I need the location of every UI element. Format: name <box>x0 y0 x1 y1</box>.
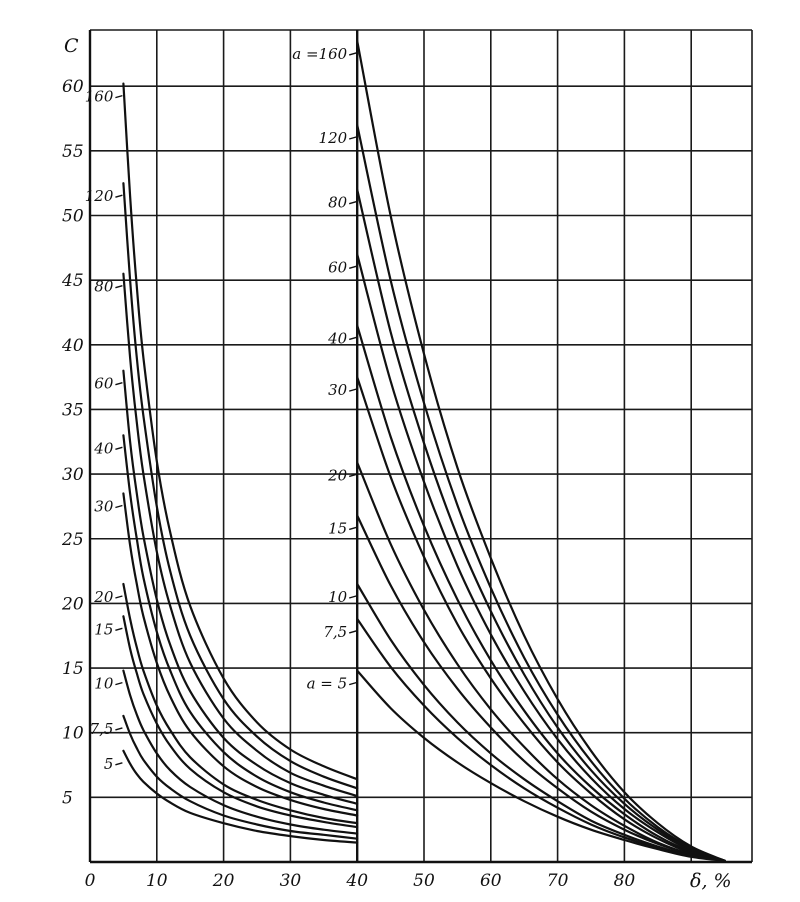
label-leader-line <box>349 630 357 634</box>
label-leader-line <box>115 595 123 599</box>
series-label: 7,5 <box>90 720 114 738</box>
curve-left-a-7,5 <box>122 714 359 840</box>
series-labels: 160 120 80 60 40 30 20 15 10 7,5 5 a =160 120 80 60 40 3… <box>85 45 357 773</box>
curve-left-a-80 <box>122 272 359 798</box>
label-leader-line <box>349 200 357 205</box>
series-label: a =160 <box>292 45 347 63</box>
curve-right-a-20 <box>356 461 726 862</box>
x-tick-label: 10 <box>146 871 168 891</box>
curve-left-a-10 <box>122 669 359 835</box>
y-tick-label: 5 <box>62 788 73 808</box>
curve-right-a-5 <box>356 669 726 862</box>
series-label: 15 <box>94 620 113 638</box>
label-leader-line <box>115 285 123 289</box>
tick-labels: 0 10 20 30 40 50 60 70 80 5 10 15 20 25 30 35 40 45 50 55 60 <box>61 77 635 891</box>
label-leader-line <box>349 473 357 478</box>
y-tick-label: 15 <box>62 659 84 679</box>
series-label: 5 <box>104 755 114 773</box>
label-leader-line <box>349 336 357 341</box>
curves <box>122 39 726 862</box>
label-leader-line <box>349 526 357 531</box>
x-tick-label: 80 <box>614 871 636 891</box>
label-leader-line <box>349 681 357 686</box>
curve-left-a-120 <box>122 182 359 790</box>
curve-left-a-30 <box>122 492 359 817</box>
y-tick-label: 35 <box>62 400 84 420</box>
x-tick-label: 60 <box>480 871 502 891</box>
x-tick-label: 70 <box>547 871 569 891</box>
curve-right-a-7,5 <box>356 617 726 862</box>
x-tick-label: 50 <box>413 871 435 891</box>
series-label: 20 <box>327 466 348 484</box>
series-label: 20 <box>93 588 114 606</box>
curve-right-a-120 <box>356 123 726 862</box>
label-leader-line <box>115 446 123 450</box>
label-leader-line <box>349 388 357 392</box>
y-tick-label: 50 <box>62 207 84 227</box>
y-tick-label: 40 <box>61 336 84 356</box>
x-axis-title: δ, % <box>690 870 732 892</box>
y-tick-label: 45 <box>61 271 84 291</box>
label-leader-line <box>115 94 123 99</box>
label-leader-line <box>349 52 357 56</box>
y-axis-title: C <box>64 35 79 57</box>
series-label: 30 <box>94 497 114 515</box>
label-leader-line <box>349 265 357 269</box>
curve-right-a-15 <box>356 514 726 862</box>
curve-left-a-160 <box>122 82 359 781</box>
series-label: 60 <box>328 258 348 276</box>
curve-left-a-60 <box>122 369 359 805</box>
series-label: 120 <box>85 187 114 205</box>
series-label: 60 <box>94 375 114 393</box>
series-label: 10 <box>94 675 114 693</box>
series-label: 15 <box>328 519 347 537</box>
series-label: 30 <box>328 381 348 399</box>
x-tick-label: 20 <box>212 871 235 891</box>
x-tick-label: 30 <box>280 871 302 891</box>
label-leader-line <box>115 681 123 686</box>
series-label: 160 <box>85 88 114 106</box>
label-leader-line <box>115 504 123 509</box>
series-label: a = 5 <box>307 675 348 693</box>
curve-left-a-5 <box>122 749 359 844</box>
series-label: 40 <box>327 329 348 347</box>
y-tick-label: 10 <box>62 724 84 744</box>
curve-left-a-15 <box>122 615 359 829</box>
x-tick-label: 40 <box>345 871 368 891</box>
curve-right-a-60 <box>356 253 726 862</box>
y-tick-label: 30 <box>62 465 84 485</box>
series-label: 40 <box>93 439 114 457</box>
curve-right-a-30 <box>356 376 726 862</box>
series-label: 80 <box>328 194 348 212</box>
axes <box>88 30 752 864</box>
curve-left-a-20 <box>122 582 359 825</box>
curve-right-a-10 <box>356 582 726 862</box>
label-leader-line <box>115 727 123 731</box>
label-leader-line <box>349 595 357 599</box>
label-leader-line <box>349 136 357 140</box>
series-label: 7,5 <box>323 623 347 641</box>
curve-right-a-80 <box>356 188 726 862</box>
grid <box>90 29 753 862</box>
x-tick-label: 0 <box>85 871 96 891</box>
label-leader-line <box>115 381 123 386</box>
label-leader-line <box>115 627 123 632</box>
curve-left-a-40 <box>122 434 359 812</box>
series-label: 120 <box>319 129 348 147</box>
label-leader-line <box>115 194 123 198</box>
y-tick-label: 25 <box>61 530 84 550</box>
y-tick-label: 20 <box>61 594 84 614</box>
curve-right-a-40 <box>356 324 726 862</box>
label-leader-line <box>115 762 123 766</box>
y-tick-label: 60 <box>62 77 84 97</box>
curve-right-a-160 <box>356 39 726 862</box>
series-label: 10 <box>328 588 348 606</box>
y-tick-label: 55 <box>62 142 84 162</box>
series-label: 80 <box>94 278 114 296</box>
